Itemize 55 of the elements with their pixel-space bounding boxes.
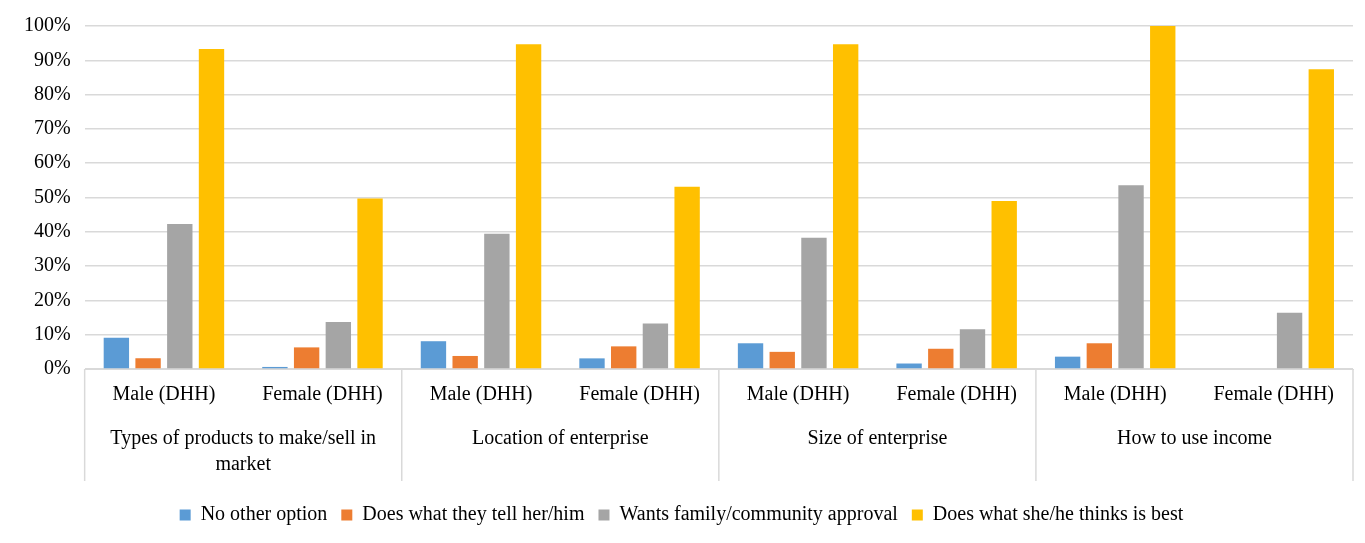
bar [769, 351, 795, 369]
legend-label: Does what they tell her/him [362, 502, 585, 526]
y-tick-label: 10% [33, 321, 71, 344]
bar [832, 44, 859, 369]
bar [420, 341, 447, 369]
bar [991, 200, 1017, 369]
bar [674, 186, 700, 369]
y-tick-label: 100% [23, 13, 71, 36]
x-tick-label: Female (DHH) [1213, 382, 1334, 406]
x-tick-label: Female (DHH) [262, 382, 383, 406]
y-tick-label: 90% [33, 47, 71, 70]
bar [1308, 69, 1334, 369]
bar [579, 358, 605, 369]
bar [293, 347, 320, 369]
y-tick-label: 40% [33, 219, 71, 242]
bar [928, 348, 954, 369]
text: Size of enterprise [807, 426, 948, 450]
bar [1086, 343, 1113, 369]
text: How to use income [1116, 426, 1273, 449]
y-tick-label: 60% [33, 150, 71, 173]
y-tick-label: 50% [33, 184, 71, 207]
bar [452, 355, 478, 369]
bar [103, 337, 130, 369]
bar [1118, 185, 1144, 369]
text: Types of products to make/sell in market [110, 426, 377, 475]
bar [611, 346, 637, 369]
y-tick-label: 70% [33, 116, 71, 139]
y-tick-label: 80% [33, 81, 71, 104]
bar [135, 358, 161, 369]
bar [959, 329, 986, 369]
bar [357, 198, 383, 369]
y-tick-label: 0% [43, 356, 71, 379]
legend-label: Does what she/he thinks is best [932, 502, 1184, 525]
bar [801, 237, 827, 369]
y-tick-label: 20% [33, 287, 71, 310]
bar [1054, 356, 1081, 369]
legend-label: No other option [200, 502, 328, 526]
legend-label: Wants family/community approval [619, 502, 899, 526]
bar [484, 233, 510, 369]
x-tick-label: Male (DHH) [429, 382, 533, 406]
bar [1150, 26, 1176, 369]
text: Location of enterprise [471, 426, 649, 450]
y-tick-label: 30% [33, 253, 71, 276]
bar [515, 44, 542, 369]
x-tick-label: Male (DHH) [112, 382, 216, 406]
bar [1276, 312, 1303, 369]
bar [167, 223, 193, 369]
bar [642, 323, 669, 369]
x-tick-label: Female (DHH) [896, 382, 1017, 406]
x-tick-label: Male (DHH) [1063, 382, 1167, 406]
x-tick-label: Male (DHH) [746, 382, 850, 406]
bar [737, 343, 764, 369]
bar [198, 48, 225, 369]
bar [325, 322, 352, 369]
x-tick-label: Female (DHH) [579, 382, 700, 406]
